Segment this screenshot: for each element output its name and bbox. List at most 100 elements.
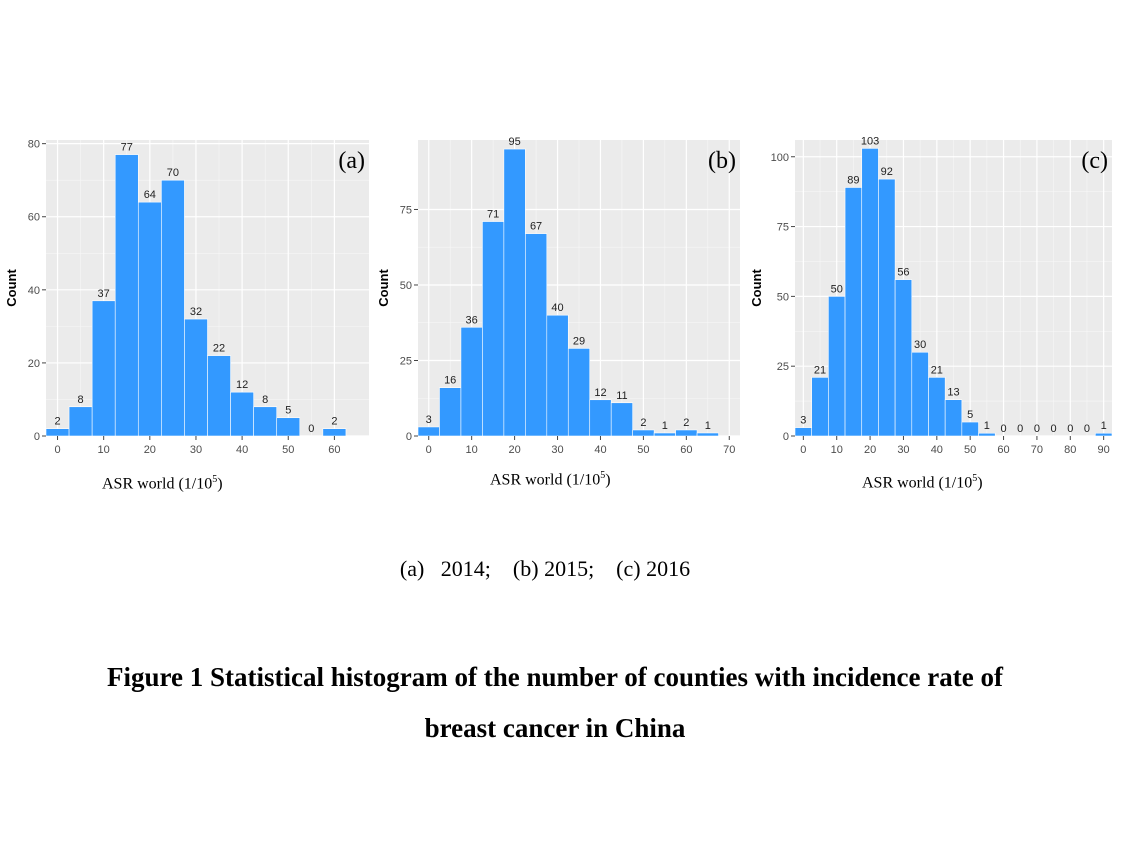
y-axis-title: Count — [376, 269, 391, 307]
histogram-bar — [828, 296, 846, 437]
bar-value-label: 67 — [530, 221, 542, 233]
x-tick-label: 30 — [190, 444, 202, 456]
bar-value-label: 1 — [984, 420, 990, 432]
histogram-bar — [45, 428, 70, 437]
histogram-bar — [546, 314, 569, 437]
y-tick-label: 0 — [406, 431, 412, 443]
histogram-bar — [417, 426, 440, 437]
x-tick-label: 30 — [551, 444, 563, 456]
bar-value-label: 2 — [54, 416, 60, 428]
histogram-bar — [161, 179, 185, 437]
bar-value-label: 12 — [236, 379, 248, 391]
bar-value-label: 77 — [121, 142, 133, 154]
y-tick-label: 60 — [28, 212, 40, 224]
histogram-bar — [1095, 432, 1113, 437]
bar-value-label: 16 — [444, 375, 456, 387]
bar-value-label: 5 — [967, 409, 973, 421]
bar-value-label: 30 — [914, 339, 926, 351]
y-tick-label: 0 — [34, 431, 40, 443]
x-tick-label: 0 — [800, 444, 806, 456]
x-tick-label: 10 — [466, 444, 478, 456]
histogram-bar — [253, 406, 278, 437]
x-tick-label: 70 — [1031, 444, 1043, 456]
figure-caption-line-1: Figure 1 Statistical histogram of the nu… — [107, 662, 1003, 692]
histogram-bar — [878, 178, 896, 437]
histogram-bar — [91, 300, 116, 437]
bar-value-label: 103 — [861, 135, 879, 147]
bar-value-label: 95 — [508, 136, 520, 148]
histogram-bar — [114, 154, 139, 437]
y-tick-label: 25 — [400, 355, 412, 367]
x-tick-label: 40 — [236, 444, 248, 456]
bar-value-label: 92 — [881, 166, 893, 178]
y-tick-label: 20 — [28, 358, 40, 370]
histogram-bar — [928, 377, 946, 437]
histogram-bar — [610, 402, 633, 437]
histogram-bar — [525, 233, 548, 437]
histogram-bar — [653, 432, 676, 437]
histogram-bar — [567, 348, 591, 437]
bar-value-label: 0 — [1084, 423, 1090, 435]
bar-value-label: 71 — [487, 209, 499, 221]
bar-value-label: 2 — [640, 417, 646, 429]
bar-value-label: 32 — [190, 306, 202, 318]
histogram-bar — [184, 318, 208, 437]
y-tick-label: 25 — [777, 361, 789, 373]
bar-value-label: 50 — [831, 283, 843, 295]
figure-caption: Figure 1 Statistical histogram of the nu… — [20, 652, 1090, 754]
y-tick-label: 0 — [783, 431, 789, 443]
histogram-bar — [844, 187, 863, 437]
x-tick-label: 50 — [282, 444, 294, 456]
bar-value-label: 11 — [616, 390, 627, 402]
histogram-bar — [137, 201, 162, 437]
bar-value-label: 3 — [426, 414, 432, 426]
bar-value-label: 89 — [847, 174, 859, 186]
x-tick-label: 10 — [831, 444, 843, 456]
x-axis-title-b: ASR world (1/105) — [490, 470, 611, 489]
x-tick-label: 50 — [637, 444, 649, 456]
figure-caption-line-2: breast cancer in China — [424, 713, 686, 743]
histogram-bar — [632, 429, 655, 437]
histogram-bar — [675, 429, 698, 437]
histogram-bar — [207, 355, 231, 437]
bar-value-label: 8 — [262, 394, 268, 406]
bar-value-label: 37 — [98, 288, 110, 300]
bar-value-label: 0 — [1051, 423, 1057, 435]
bar-value-label: 40 — [551, 302, 563, 314]
y-tick-label: 80 — [28, 139, 40, 151]
y-tick-label: 100 — [771, 152, 789, 164]
histogram-bar — [894, 279, 913, 437]
panel-label: (b) — [708, 148, 736, 174]
bar-value-label: 21 — [814, 364, 826, 376]
bar-value-label: 1 — [662, 420, 668, 432]
x-tick-label: 50 — [964, 444, 976, 456]
histogram-bar — [696, 432, 719, 437]
x-tick-label: 80 — [1064, 444, 1076, 456]
bar-value-label: 13 — [947, 387, 959, 399]
histogram-bar — [589, 399, 612, 437]
x-axis-title-c: ASR world (1/105) — [862, 473, 983, 492]
histogram-bar — [911, 351, 929, 437]
x-tick-label: 0 — [54, 444, 60, 456]
histogram-panel-b: 3 16 36 71 95 67 40 29 12 11 2 1 2 1 0 10 20 30 40 50 60 70 0 2… — [372, 128, 742, 468]
x-tick-label: 90 — [1098, 444, 1110, 456]
bar-value-label: 0 — [1000, 423, 1006, 435]
panel-label: (a) — [338, 148, 365, 174]
x-tick-label: 20 — [508, 444, 520, 456]
panel-subcaption: (a) 2014; (b) 2015; (c) 2016 — [399, 556, 691, 581]
histogram-bar — [439, 387, 462, 437]
histogram-bar — [322, 428, 347, 437]
histogram-bar — [794, 427, 812, 437]
histogram-bar — [276, 417, 301, 437]
histogram-bar — [861, 148, 879, 437]
x-tick-label: 30 — [897, 444, 909, 456]
bar-value-label: 29 — [573, 335, 585, 347]
bar-value-label: 0 — [1034, 423, 1040, 435]
histogram-panel-c: 3 21 50 89 103 92 56 30 21 13 5 1 0 0 0 0 0 0 1 0 10 20 30 40 50… — [745, 128, 1115, 468]
bar-value-label: 8 — [78, 394, 84, 406]
histogram-bar — [68, 406, 93, 437]
bar-value-label: 12 — [594, 387, 606, 399]
histogram-bar — [811, 377, 829, 437]
